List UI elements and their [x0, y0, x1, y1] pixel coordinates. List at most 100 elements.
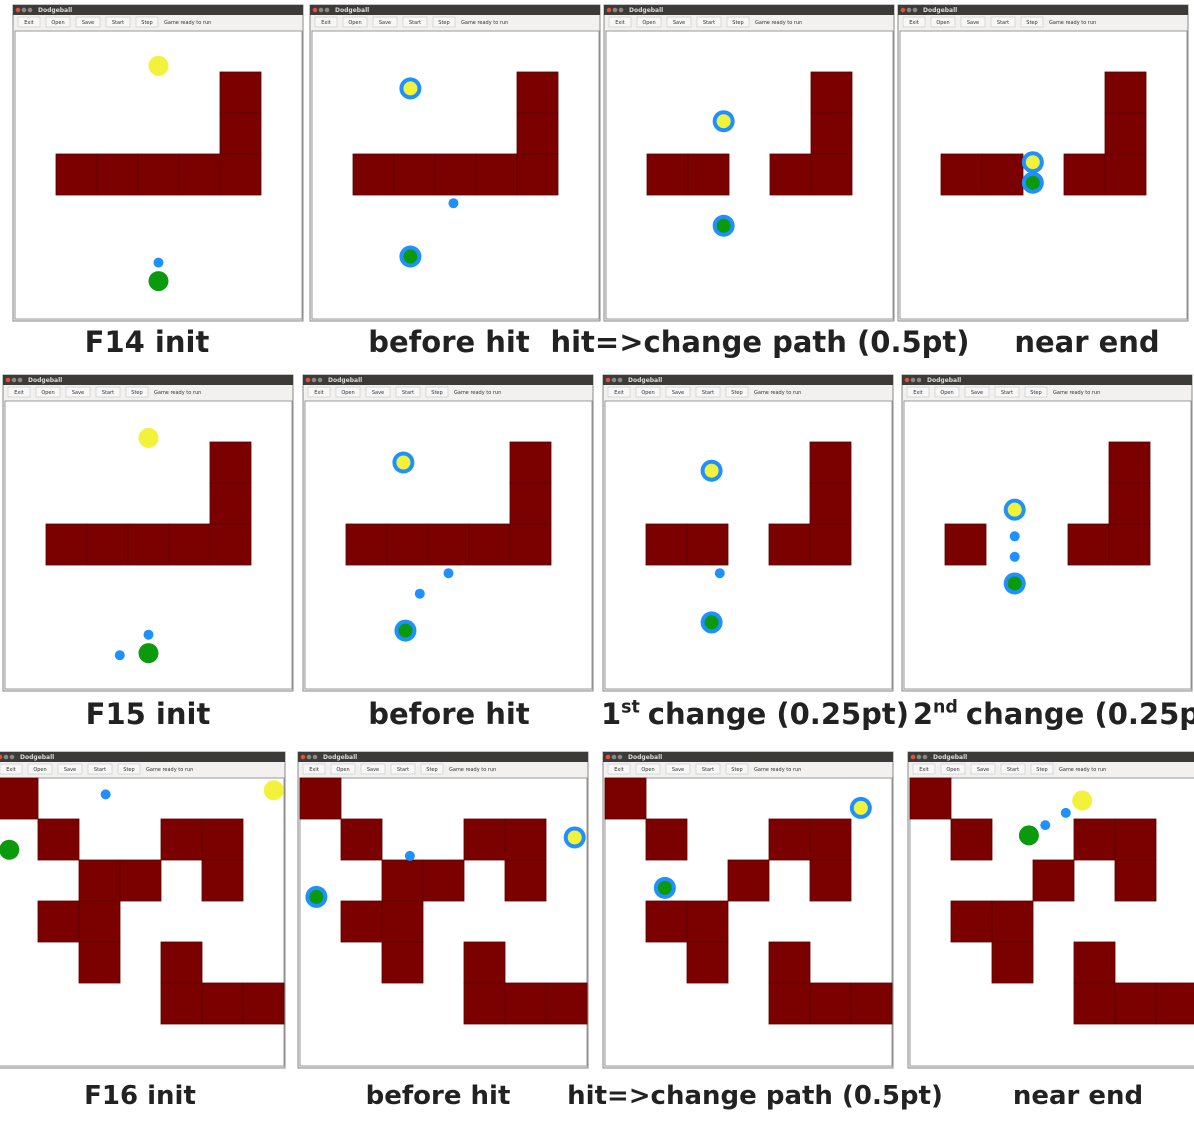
window-control[interactable]	[319, 8, 324, 13]
button-label[interactable]: Exit	[919, 767, 929, 773]
button-label[interactable]: Step	[123, 767, 134, 773]
button-label[interactable]: Step	[1026, 20, 1037, 26]
button-label[interactable]: Exit	[913, 390, 923, 396]
window-control[interactable]	[607, 8, 612, 13]
window-control[interactable]	[901, 8, 906, 13]
button-label[interactable]: Start	[397, 767, 409, 773]
wall-block	[646, 901, 687, 942]
button-label[interactable]: Open	[946, 767, 959, 773]
button-label[interactable]: Start	[997, 20, 1009, 26]
button-label[interactable]: Step	[731, 767, 742, 773]
button-label[interactable]: Save	[82, 20, 94, 26]
window-control[interactable]	[905, 378, 910, 383]
button-label[interactable]: Start	[102, 390, 114, 396]
button-label[interactable]: Start	[703, 20, 715, 26]
button-label[interactable]: Exit	[24, 20, 34, 26]
window-control[interactable]	[312, 378, 317, 383]
window-control[interactable]	[325, 8, 330, 13]
window-control[interactable]	[318, 378, 323, 383]
button-label[interactable]: Step	[731, 390, 742, 396]
window-control[interactable]	[22, 8, 27, 13]
window-control[interactable]	[907, 8, 912, 13]
window-control[interactable]	[923, 755, 928, 760]
window-control[interactable]	[307, 755, 312, 760]
button-label[interactable]: Open	[33, 767, 46, 773]
button-label[interactable]: Exit	[309, 767, 319, 773]
window-control[interactable]	[913, 8, 918, 13]
button-label[interactable]: Open	[642, 20, 655, 26]
button-label[interactable]: Exit	[909, 20, 919, 26]
button-label[interactable]: Start	[702, 390, 714, 396]
window-control[interactable]	[917, 378, 922, 383]
button-label[interactable]: Open	[51, 20, 64, 26]
button-label[interactable]: Save	[672, 767, 684, 773]
button-label[interactable]: Start	[1007, 767, 1019, 773]
button-label[interactable]: Start	[702, 767, 714, 773]
button-label[interactable]: Start	[94, 767, 106, 773]
window-control[interactable]	[12, 378, 17, 383]
button-label[interactable]: Open	[41, 390, 54, 396]
window-control[interactable]	[613, 8, 618, 13]
button-label[interactable]: Open	[940, 390, 953, 396]
button-label[interactable]: Save	[367, 767, 379, 773]
button-label[interactable]: Open	[341, 390, 354, 396]
window-control[interactable]	[606, 378, 611, 383]
window-control[interactable]	[618, 755, 623, 760]
window-control[interactable]	[28, 8, 33, 13]
window-control[interactable]	[606, 755, 611, 760]
window-control[interactable]	[10, 755, 15, 760]
button-label[interactable]: Save	[971, 390, 983, 396]
window-control[interactable]	[313, 755, 318, 760]
window-control[interactable]	[16, 8, 21, 13]
window-control[interactable]	[301, 755, 306, 760]
button-label[interactable]: Open	[641, 767, 654, 773]
button-label[interactable]: Exit	[314, 390, 324, 396]
window-control[interactable]	[18, 378, 23, 383]
button-label[interactable]: Open	[348, 20, 361, 26]
wall-block	[769, 819, 810, 860]
button-label[interactable]: Save	[672, 390, 684, 396]
window-control[interactable]	[306, 378, 311, 383]
button-label[interactable]: Save	[967, 20, 979, 26]
button-label[interactable]: Start	[409, 20, 421, 26]
wall-block	[382, 901, 423, 942]
button-label[interactable]: Save	[977, 767, 989, 773]
window-control[interactable]	[911, 755, 916, 760]
button-label[interactable]: Step	[131, 390, 142, 396]
window-control[interactable]	[313, 8, 318, 13]
button-label[interactable]: Step	[431, 390, 442, 396]
wall-block	[469, 524, 510, 565]
button-label[interactable]: Exit	[6, 767, 16, 773]
window-control[interactable]	[619, 8, 624, 13]
window-control[interactable]	[4, 755, 9, 760]
button-label[interactable]: Exit	[14, 390, 24, 396]
window-control[interactable]	[6, 378, 11, 383]
button-label[interactable]: Save	[673, 20, 685, 26]
button-label[interactable]: Step	[1030, 390, 1041, 396]
wall-block	[1105, 72, 1146, 113]
button-label[interactable]: Start	[112, 20, 124, 26]
button-label[interactable]: Step	[732, 20, 743, 26]
button-label[interactable]: Save	[372, 390, 384, 396]
button-label[interactable]: Exit	[614, 767, 624, 773]
button-label[interactable]: Step	[141, 20, 152, 26]
button-label[interactable]: Open	[641, 390, 654, 396]
button-label[interactable]: Open	[936, 20, 949, 26]
button-label[interactable]: Save	[72, 390, 84, 396]
button-label[interactable]: Exit	[321, 20, 331, 26]
button-label[interactable]: Open	[336, 767, 349, 773]
button-label[interactable]: Save	[64, 767, 76, 773]
button-label[interactable]: Start	[402, 390, 414, 396]
window-control[interactable]	[612, 378, 617, 383]
button-label[interactable]: Save	[379, 20, 391, 26]
button-label[interactable]: Exit	[615, 20, 625, 26]
button-label[interactable]: Exit	[614, 390, 624, 396]
window-control[interactable]	[612, 755, 617, 760]
button-label[interactable]: Step	[1036, 767, 1047, 773]
button-label[interactable]: Step	[438, 20, 449, 26]
window-control[interactable]	[618, 378, 623, 383]
window-control[interactable]	[911, 378, 916, 383]
button-label[interactable]: Start	[1001, 390, 1013, 396]
window-control[interactable]	[917, 755, 922, 760]
button-label[interactable]: Step	[426, 767, 437, 773]
